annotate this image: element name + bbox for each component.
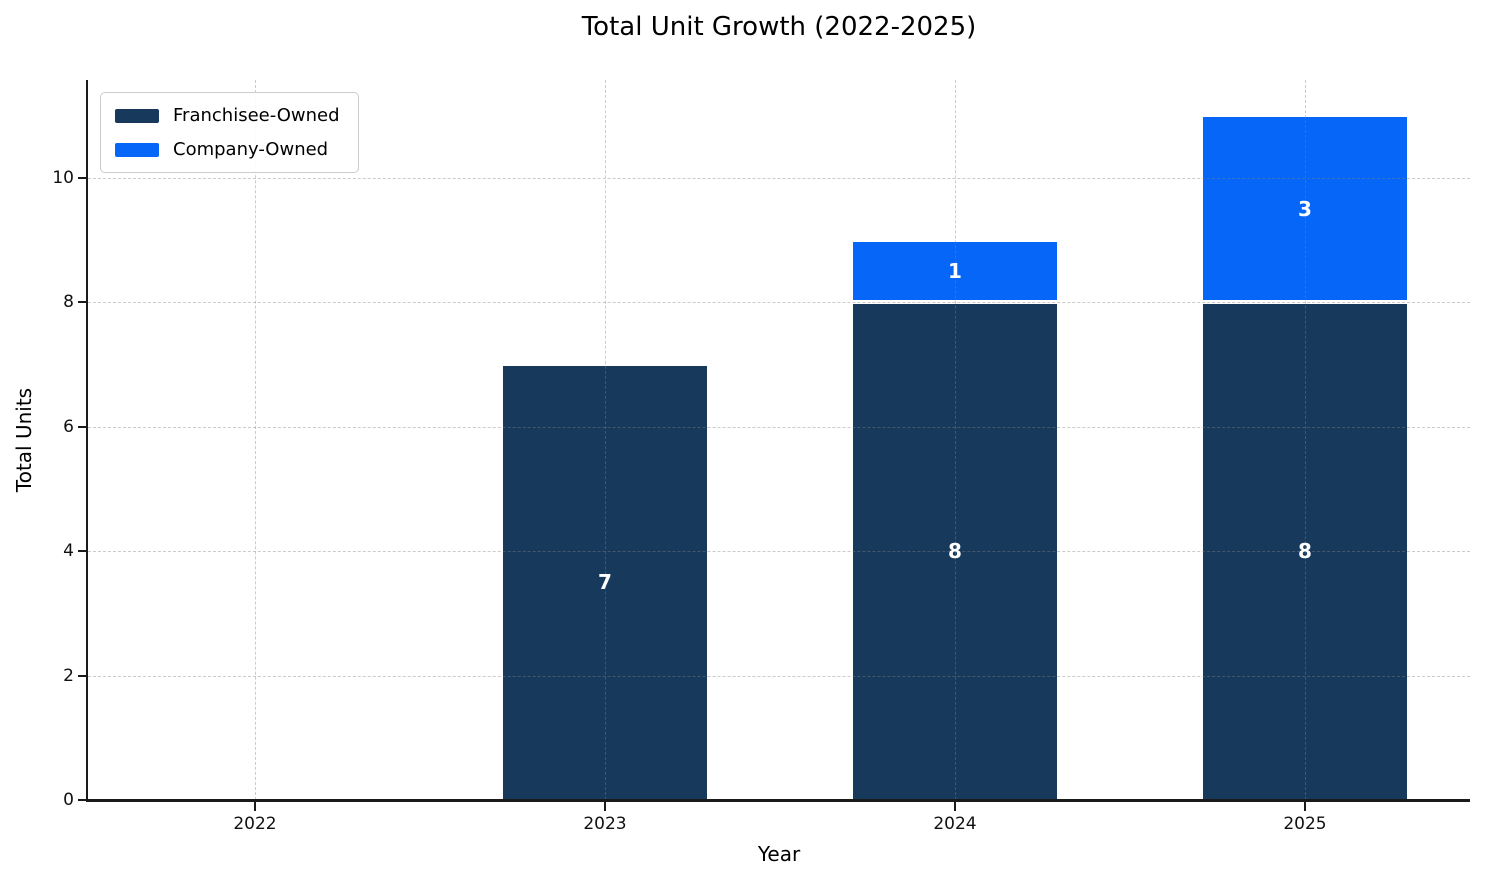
legend-swatch-icon bbox=[115, 142, 159, 157]
legend-label: Franchisee-Owned bbox=[173, 105, 340, 126]
v-gridline bbox=[255, 80, 256, 800]
x-tick-mark bbox=[954, 801, 956, 811]
bar-segment-company-owned bbox=[1201, 115, 1409, 302]
bar-segment-franchisee-owned bbox=[1201, 302, 1409, 800]
y-axis-spine bbox=[86, 80, 88, 802]
chart-title: Total Unit Growth (2022-2025) bbox=[581, 12, 977, 42]
x-tick-label: 2024 bbox=[933, 814, 977, 834]
y-tick-mark bbox=[78, 301, 86, 303]
y-tick-mark bbox=[78, 674, 86, 677]
bar-segment-company-owned bbox=[851, 239, 1059, 302]
legend: Franchisee-Owned Company-Owned bbox=[100, 92, 359, 173]
y-tick-mark bbox=[78, 799, 86, 801]
y-tick-mark bbox=[78, 425, 86, 428]
legend-swatch-icon bbox=[115, 108, 159, 123]
x-axis-spine bbox=[86, 799, 1470, 802]
y-tick-label: 10 bbox=[52, 167, 74, 188]
y-tick-mark bbox=[78, 176, 86, 179]
bar-value-label: 3 bbox=[1298, 196, 1312, 221]
x-tick-label: 2022 bbox=[233, 814, 277, 834]
bar-segment-franchisee-owned bbox=[851, 302, 1059, 800]
bar-value-label: 7 bbox=[598, 570, 612, 595]
y-tick-label: 4 bbox=[63, 541, 74, 561]
y-tick-label: 6 bbox=[63, 416, 74, 437]
x-tick-mark bbox=[1304, 801, 1306, 811]
y-tick-label: 2 bbox=[63, 665, 74, 686]
legend-item: Franchisee-Owned bbox=[115, 105, 340, 126]
legend-item: Company-Owned bbox=[115, 139, 340, 160]
y-tick-label: 8 bbox=[63, 292, 74, 312]
bar-value-label: 8 bbox=[948, 539, 962, 563]
y-tick-mark bbox=[78, 550, 86, 552]
x-tick-label: 2025 bbox=[1283, 814, 1327, 834]
legend-label: Company-Owned bbox=[173, 139, 329, 160]
bar-value-label: 1 bbox=[948, 258, 962, 283]
x-axis-label: Year bbox=[757, 842, 801, 866]
x-tick-mark bbox=[254, 801, 256, 811]
y-axis-label: Total Units bbox=[12, 387, 36, 493]
bar-value-label: 8 bbox=[1298, 539, 1312, 563]
x-tick-label: 2023 bbox=[583, 814, 627, 834]
x-tick-mark bbox=[604, 801, 606, 811]
y-tick-label: 0 bbox=[63, 790, 74, 810]
bar-segment-franchisee-owned bbox=[501, 364, 709, 800]
